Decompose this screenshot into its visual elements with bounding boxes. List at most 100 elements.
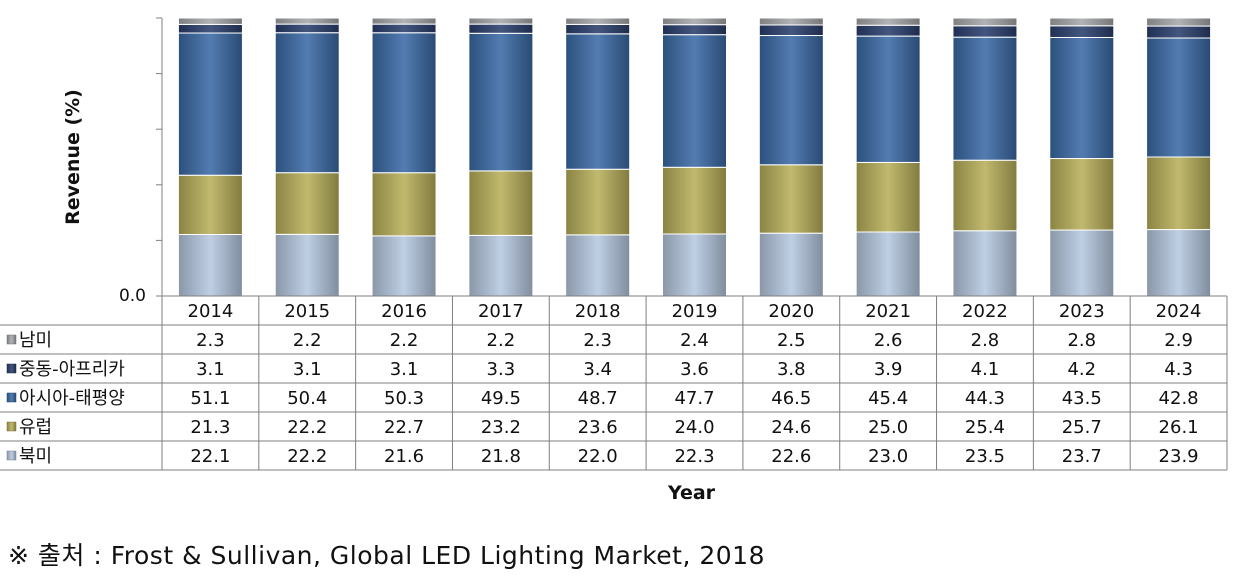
bar-segment — [662, 233, 727, 297]
x-tick-label: 2020 — [768, 301, 814, 322]
data-label: 4.2 — [1067, 359, 1096, 380]
source-note: ※ 출처 : Frost & Sullivan, Global LED Ligh… — [8, 541, 765, 570]
legend-label: 북미 — [19, 446, 52, 467]
bar-segment — [758, 24, 824, 37]
bar-segment — [1049, 36, 1115, 160]
legend-swatch — [6, 392, 17, 403]
x-tick-label: 2015 — [284, 301, 330, 322]
bar-segment — [468, 32, 534, 172]
data-label: 44.3 — [965, 388, 1005, 409]
bar-segment — [274, 23, 340, 34]
data-label: 3.1 — [293, 359, 322, 380]
bar-segment — [855, 161, 921, 233]
legend-label: 중동-아프리카 — [19, 359, 125, 380]
bar-segment — [565, 234, 631, 297]
data-label: 2.2 — [390, 330, 419, 351]
data-label: 43.5 — [1062, 388, 1102, 409]
data-label: 23.0 — [868, 446, 908, 467]
bar-segment — [371, 17, 437, 25]
data-label: 45.4 — [868, 388, 908, 409]
bar-segment — [177, 32, 243, 176]
bar-segment — [468, 23, 534, 34]
data-label: 2.5 — [777, 330, 806, 351]
bar-segment — [274, 172, 340, 235]
legend-label: 유럽 — [19, 417, 52, 438]
data-label: 3.1 — [196, 359, 225, 380]
data-label: 3.1 — [390, 359, 419, 380]
bar-segment — [855, 231, 921, 297]
legend-label: 아시아-태평양 — [19, 388, 125, 409]
data-label: 22.2 — [287, 446, 327, 467]
bar-segment — [1049, 25, 1115, 38]
bar-segment — [1146, 156, 1212, 231]
bar-segment — [274, 17, 340, 25]
x-tick-label: 2014 — [188, 301, 234, 322]
bar-segment — [371, 32, 437, 174]
data-label: 2.3 — [196, 330, 225, 351]
data-label: 22.2 — [287, 417, 327, 438]
bar-segment — [662, 17, 727, 26]
bar-segment — [371, 172, 437, 237]
bar-segment — [758, 35, 824, 166]
data-label: 50.4 — [287, 388, 327, 409]
data-label: 25.0 — [868, 417, 908, 438]
data-label: 3.6 — [680, 359, 709, 380]
data-label: 51.1 — [190, 388, 230, 409]
data-label: 21.8 — [481, 446, 521, 467]
data-label: 23.2 — [481, 417, 521, 438]
legend-swatch — [6, 421, 17, 432]
data-label: 50.3 — [384, 388, 424, 409]
bar-segment — [758, 17, 824, 26]
bar-segment — [371, 235, 437, 297]
x-tick-label: 2022 — [962, 301, 1008, 322]
bar-segment — [468, 234, 534, 297]
data-label: 3.3 — [487, 359, 516, 380]
bar-segment — [952, 36, 1018, 161]
data-label: 24.0 — [674, 417, 714, 438]
data-label: 23.7 — [1062, 446, 1102, 467]
legend-swatch — [6, 450, 17, 461]
data-label: 2.9 — [1164, 330, 1193, 351]
bar-segment — [855, 24, 921, 37]
data-label: 49.5 — [481, 388, 521, 409]
bar-segment — [468, 170, 534, 236]
bar-segment — [177, 234, 243, 297]
bar-segment — [1146, 37, 1212, 158]
data-label: 22.0 — [578, 446, 618, 467]
legend-swatch — [6, 363, 17, 374]
data-label: 23.6 — [578, 417, 618, 438]
x-tick-label: 2024 — [1156, 301, 1202, 322]
data-label: 2.8 — [1067, 330, 1096, 351]
bar-segment — [662, 166, 727, 235]
y-axis-title: Revenue (%) — [62, 89, 84, 225]
bar-segment — [758, 164, 824, 234]
data-label: 25.4 — [965, 417, 1005, 438]
data-label: 26.1 — [1159, 417, 1199, 438]
data-label: 4.3 — [1164, 359, 1193, 380]
data-label: 42.8 — [1159, 388, 1199, 409]
bar-segment — [565, 168, 631, 236]
x-tick-label: 2021 — [865, 301, 911, 322]
data-label: 2.6 — [874, 330, 903, 351]
data-label: 25.7 — [1062, 417, 1102, 438]
data-label: 2.4 — [680, 330, 709, 351]
bar-segment — [1146, 25, 1212, 39]
bar-segment — [952, 25, 1018, 38]
bar-segment — [371, 23, 437, 34]
bar-segment — [952, 230, 1018, 297]
x-tick-label: 2023 — [1059, 301, 1105, 322]
bar-segment — [177, 17, 243, 25]
bar-segment — [1146, 17, 1212, 27]
bar-segment — [855, 17, 921, 26]
x-tick-label: 2016 — [381, 301, 427, 322]
legend-swatch — [6, 334, 17, 345]
data-label: 3.8 — [777, 359, 806, 380]
bar-segment — [758, 232, 824, 297]
data-label: 2.3 — [583, 330, 612, 351]
data-label: 23.9 — [1159, 446, 1199, 467]
data-label: 3.9 — [874, 359, 903, 380]
data-label: 48.7 — [578, 388, 618, 409]
data-label: 24.6 — [771, 417, 811, 438]
data-label: 22.3 — [674, 446, 714, 467]
